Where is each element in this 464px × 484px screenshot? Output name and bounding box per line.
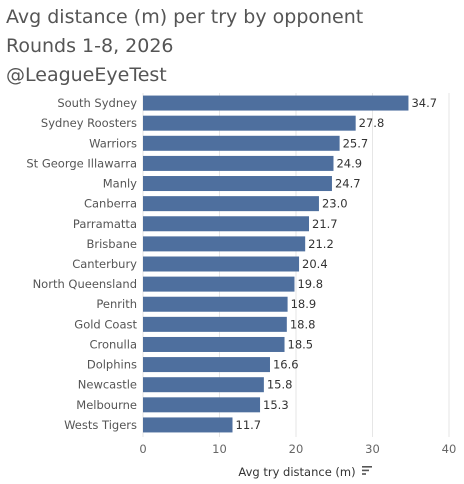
x-tick-label: 10 <box>212 442 227 456</box>
bar[interactable] <box>143 357 270 373</box>
category-label: Melbourne <box>76 398 137 412</box>
bar[interactable] <box>143 377 264 393</box>
bar[interactable] <box>143 397 261 413</box>
x-tick-label: 40 <box>442 442 457 456</box>
x-axis-ticks: 0 10 20 30 40 <box>139 442 456 456</box>
value-label: 19.8 <box>297 277 323 291</box>
value-label: 15.3 <box>263 398 289 412</box>
chart-subtitle: Rounds 1-8, 2026 <box>6 35 174 57</box>
chart-handle: @LeagueEyeTest <box>6 64 167 86</box>
category-label: South Sydney <box>57 96 137 110</box>
value-label: 27.8 <box>359 116 385 130</box>
bar[interactable] <box>143 216 310 232</box>
x-tick-label: 30 <box>365 442 380 456</box>
bar[interactable] <box>143 155 334 171</box>
bar[interactable] <box>143 276 295 292</box>
value-label: 23.0 <box>322 197 348 211</box>
category-label: North Queensland <box>33 277 137 291</box>
value-label: 20.4 <box>302 257 328 271</box>
value-label: 34.7 <box>411 96 437 110</box>
category-label: Canterbury <box>72 257 137 271</box>
bar[interactable] <box>143 316 287 332</box>
value-label: 15.8 <box>267 378 293 392</box>
bar[interactable] <box>143 176 332 192</box>
value-label: 24.7 <box>335 177 361 191</box>
value-label: 11.7 <box>236 418 262 432</box>
value-label: 18.9 <box>291 297 317 311</box>
category-label: Warriors <box>89 136 137 150</box>
bars <box>143 95 409 433</box>
bar[interactable] <box>143 236 306 252</box>
value-label: 21.2 <box>308 237 334 251</box>
bar[interactable] <box>143 256 300 272</box>
bar[interactable] <box>143 296 288 312</box>
bar[interactable] <box>143 135 340 151</box>
value-label: 24.9 <box>336 156 362 170</box>
bar[interactable] <box>143 336 285 352</box>
bar[interactable] <box>143 95 409 111</box>
category-label: Newcastle <box>78 378 137 392</box>
value-label: 16.6 <box>273 358 299 372</box>
category-label: Cronulla <box>89 337 137 351</box>
category-label: Parramatta <box>73 217 137 231</box>
x-axis-title: Avg try distance (m) <box>238 465 355 479</box>
category-label: Manly <box>103 177 137 191</box>
bar[interactable] <box>143 115 356 131</box>
value-label: 21.7 <box>312 217 338 231</box>
x-tick-label: 20 <box>289 442 304 456</box>
title-block: Avg distance (m) per try by opponent Rou… <box>6 3 363 90</box>
sort-descending-icon[interactable] <box>362 466 372 475</box>
category-labels: South Sydney Sydney Roosters Warriors St Ge… <box>26 96 137 432</box>
value-label: 18.5 <box>288 337 314 351</box>
value-label: 18.8 <box>290 317 316 331</box>
category-label: Sydney Roosters <box>41 116 137 130</box>
category-label: Brisbane <box>86 237 137 251</box>
bar[interactable] <box>143 417 233 433</box>
category-label: Gold Coast <box>74 317 137 331</box>
category-label: St George Illawarra <box>26 156 137 170</box>
category-label: Penrith <box>96 297 137 311</box>
value-labels: 34.7 27.8 25.7 24.9 24.7 23.0 21.7 21.2 20.4 19.8… <box>236 96 438 432</box>
x-tick-label: 0 <box>139 442 146 456</box>
chart-title: Avg distance (m) per try by opponent <box>6 6 364 28</box>
value-label: 25.7 <box>343 136 369 150</box>
category-label: Canberra <box>84 197 137 211</box>
category-label: Dolphins <box>87 358 137 372</box>
bar[interactable] <box>143 196 319 212</box>
category-label: Wests Tigers <box>64 418 137 432</box>
